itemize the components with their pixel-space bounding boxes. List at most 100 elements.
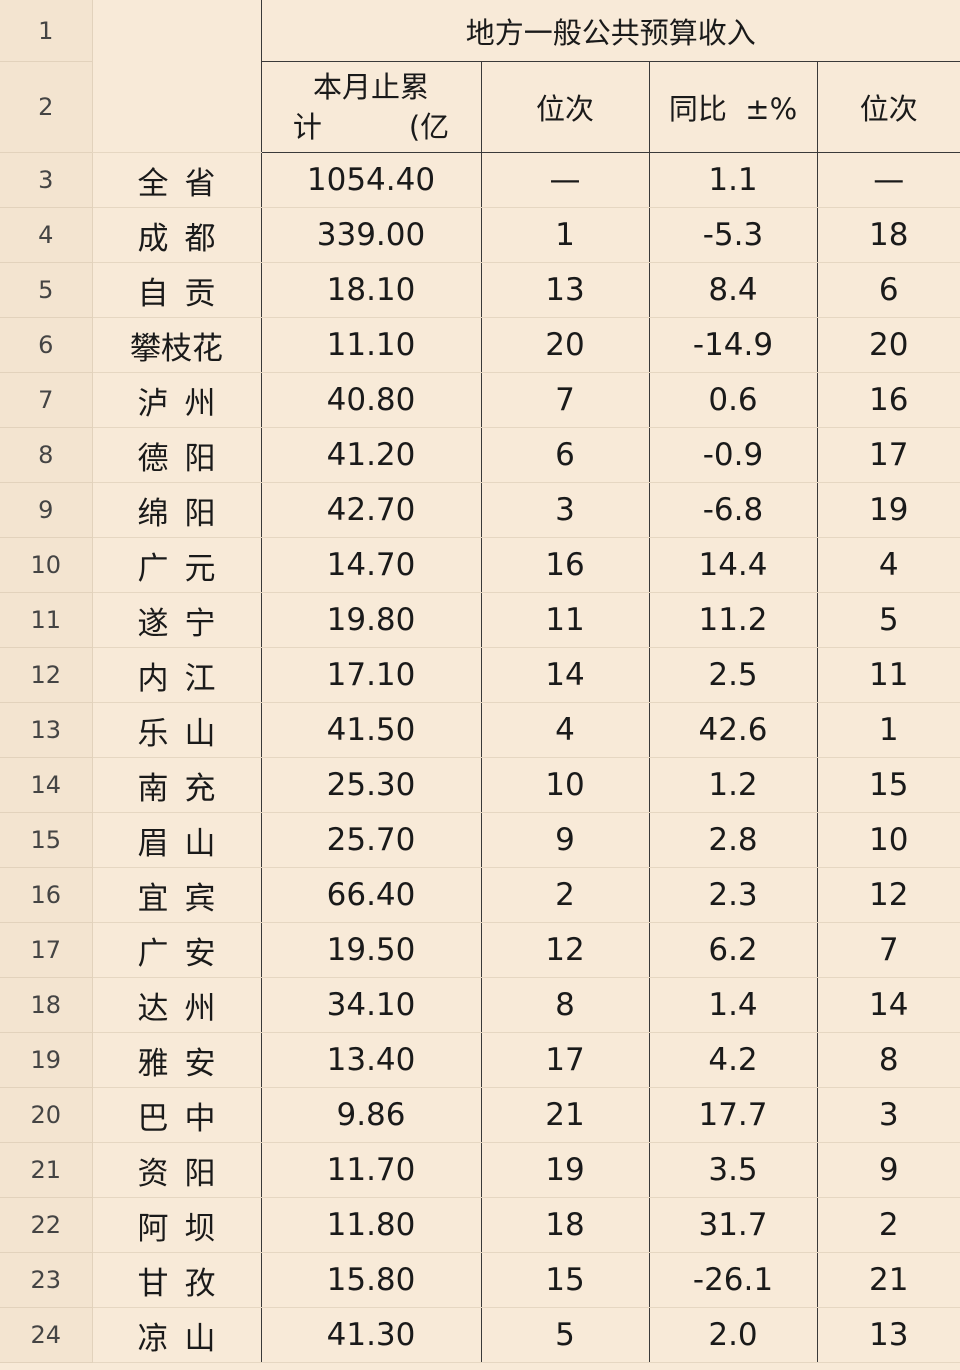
yoy-cell[interactable]: 1.2 (649, 757, 818, 813)
rank2-cell[interactable]: 19 (817, 482, 960, 538)
row-number[interactable]: 17 (0, 922, 93, 978)
rank2-cell[interactable]: 9 (817, 1142, 960, 1198)
region-name-cell[interactable]: 凉山 (92, 1307, 262, 1363)
region-name-cell[interactable]: 宜宾 (92, 867, 262, 923)
rank2-cell[interactable]: 18 (817, 207, 960, 263)
cumulative-value-cell[interactable]: 25.70 (261, 812, 482, 868)
row-number[interactable]: 19 (0, 1032, 93, 1088)
region-name-cell[interactable]: 全省 (92, 152, 262, 208)
region-header-cell[interactable] (92, 0, 262, 153)
rank1-cell[interactable]: — (481, 152, 650, 208)
rank1-cell[interactable]: 8 (481, 977, 650, 1033)
rank1-cell[interactable]: 6 (481, 427, 650, 483)
rank1-cell[interactable]: 14 (481, 647, 650, 703)
row-number[interactable]: 7 (0, 372, 93, 428)
yoy-cell[interactable]: 2.8 (649, 812, 818, 868)
rank2-cell[interactable]: 10 (817, 812, 960, 868)
rank2-cell[interactable]: 13 (817, 1307, 960, 1363)
yoy-cell[interactable]: 0.6 (649, 372, 818, 428)
rank1-cell[interactable]: 16 (481, 537, 650, 593)
cumulative-value-cell[interactable]: 19.80 (261, 592, 482, 648)
row-number[interactable]: 23 (0, 1252, 93, 1308)
rank2-cell[interactable]: 14 (817, 977, 960, 1033)
row-number[interactable]: 8 (0, 427, 93, 483)
yoy-cell[interactable]: 1.1 (649, 152, 818, 208)
rank2-cell[interactable]: 21 (817, 1252, 960, 1308)
yoy-cell[interactable]: 6.2 (649, 922, 818, 978)
rank1-cell[interactable]: 4 (481, 702, 650, 758)
cumulative-value-cell[interactable]: 13.40 (261, 1032, 482, 1088)
row-number[interactable]: 16 (0, 867, 93, 923)
region-name-cell[interactable]: 阿坝 (92, 1197, 262, 1253)
rank1-cell[interactable]: 9 (481, 812, 650, 868)
rank2-cell[interactable]: — (817, 152, 960, 208)
cumulative-value-cell[interactable]: 11.10 (261, 317, 482, 373)
rank1-cell[interactable]: 5 (481, 1307, 650, 1363)
rank2-cell[interactable]: 8 (817, 1032, 960, 1088)
rank1-header[interactable]: 位次 (481, 61, 650, 153)
rank2-cell[interactable]: 2 (817, 1197, 960, 1253)
row-number[interactable]: 1 (0, 0, 93, 62)
region-name-cell[interactable]: 乐山 (92, 702, 262, 758)
yoy-cell[interactable]: 4.2 (649, 1032, 818, 1088)
rank1-cell[interactable]: 18 (481, 1197, 650, 1253)
row-number[interactable]: 3 (0, 152, 93, 208)
yoy-cell[interactable]: 14.4 (649, 537, 818, 593)
row-number[interactable]: 20 (0, 1087, 93, 1143)
row-number[interactable]: 18 (0, 977, 93, 1033)
cumulative-value-cell[interactable]: 19.50 (261, 922, 482, 978)
row-number[interactable]: 15 (0, 812, 93, 868)
cumulative-value-cell[interactable]: 339.00 (261, 207, 482, 263)
cumulative-value-cell[interactable]: 9.86 (261, 1087, 482, 1143)
row-number[interactable]: 21 (0, 1142, 93, 1198)
yoy-cell[interactable]: -6.8 (649, 482, 818, 538)
rank2-cell[interactable]: 6 (817, 262, 960, 318)
cumulative-value-cell[interactable]: 18.10 (261, 262, 482, 318)
cumulative-value-cell[interactable]: 15.80 (261, 1252, 482, 1308)
group-title[interactable]: 地方一般公共预算收入 (261, 0, 960, 62)
cumulative-value-cell[interactable]: 41.30 (261, 1307, 482, 1363)
region-name-cell[interactable]: 泸州 (92, 372, 262, 428)
rank1-cell[interactable]: 1 (481, 207, 650, 263)
rank1-cell[interactable]: 3 (481, 482, 650, 538)
yoy-cell[interactable]: 3.5 (649, 1142, 818, 1198)
region-name-cell[interactable]: 资阳 (92, 1142, 262, 1198)
rank2-cell[interactable]: 17 (817, 427, 960, 483)
yoy-cell[interactable]: 2.5 (649, 647, 818, 703)
yoy-cell[interactable]: 1.4 (649, 977, 818, 1033)
yoy-cell[interactable]: 11.2 (649, 592, 818, 648)
yoy-cell[interactable]: 42.6 (649, 702, 818, 758)
region-name-cell[interactable]: 遂宁 (92, 592, 262, 648)
cumulative-header[interactable]: 本月止累 计 (亿 (261, 61, 482, 153)
rank1-cell[interactable]: 2 (481, 867, 650, 923)
row-number[interactable]: 22 (0, 1197, 93, 1253)
region-name-cell[interactable]: 广元 (92, 537, 262, 593)
rank2-cell[interactable]: 15 (817, 757, 960, 813)
rank1-cell[interactable]: 13 (481, 262, 650, 318)
yoy-cell[interactable]: 8.4 (649, 262, 818, 318)
row-number[interactable]: 12 (0, 647, 93, 703)
rank2-cell[interactable]: 5 (817, 592, 960, 648)
yoy-header[interactable]: 同比 ±% (649, 61, 818, 153)
region-name-cell[interactable]: 攀枝花 (92, 317, 262, 373)
cumulative-value-cell[interactable]: 14.70 (261, 537, 482, 593)
cumulative-value-cell[interactable]: 34.10 (261, 977, 482, 1033)
yoy-cell[interactable]: -14.9 (649, 317, 818, 373)
row-number[interactable]: 2 (0, 61, 93, 153)
rank1-cell[interactable]: 11 (481, 592, 650, 648)
yoy-cell[interactable]: 2.3 (649, 867, 818, 923)
row-number[interactable]: 5 (0, 262, 93, 318)
region-name-cell[interactable]: 巴中 (92, 1087, 262, 1143)
rank2-cell[interactable]: 4 (817, 537, 960, 593)
rank1-cell[interactable]: 7 (481, 372, 650, 428)
yoy-cell[interactable]: -0.9 (649, 427, 818, 483)
row-number[interactable]: 24 (0, 1307, 93, 1363)
cumulative-value-cell[interactable]: 25.30 (261, 757, 482, 813)
rank2-cell[interactable]: 12 (817, 867, 960, 923)
rank1-cell[interactable]: 15 (481, 1252, 650, 1308)
cumulative-value-cell[interactable]: 17.10 (261, 647, 482, 703)
cumulative-value-cell[interactable]: 41.50 (261, 702, 482, 758)
region-name-cell[interactable]: 眉山 (92, 812, 262, 868)
yoy-cell[interactable]: -5.3 (649, 207, 818, 263)
region-name-cell[interactable]: 绵阳 (92, 482, 262, 538)
